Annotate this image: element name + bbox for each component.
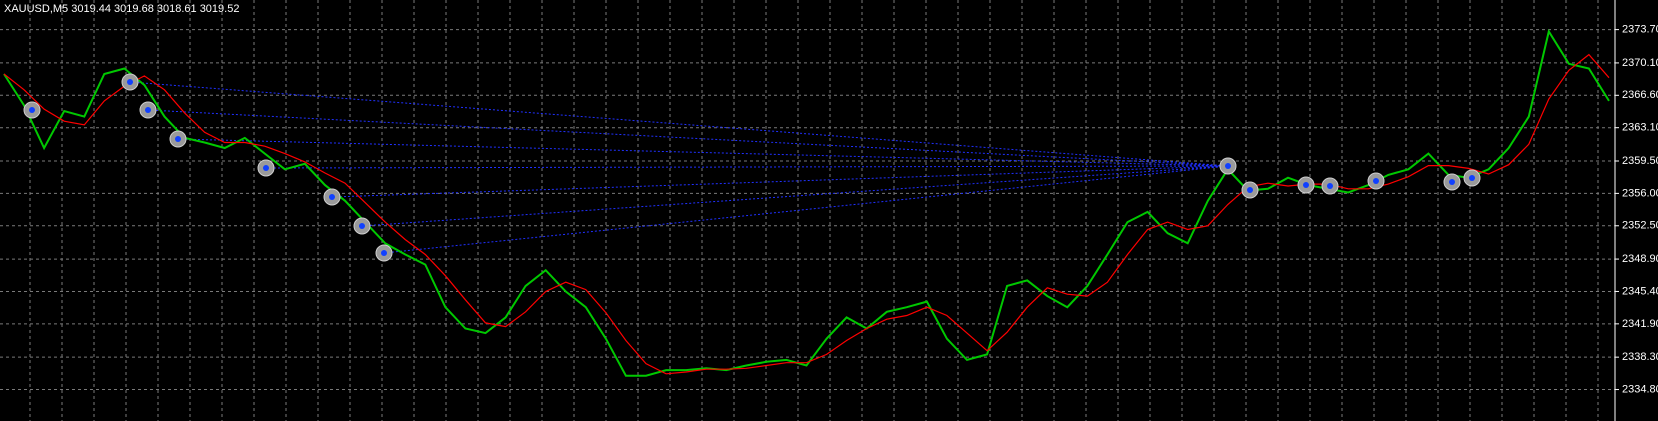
order-marker-dot [1303,182,1309,188]
chart-title: XAUUSD,M5 3019.44 3019.68 3018.61 3019.5… [4,3,239,15]
trade-line [383,165,1229,254]
y-tick-label: 2338.30 [1622,351,1658,363]
y-tick-label: 2341.90 [1622,318,1658,330]
y-tick-label: 2345.40 [1622,285,1658,297]
y-tick-label: 2352.50 [1622,220,1658,232]
y-tick-label: 2359.50 [1622,155,1658,167]
y-tick-label: 2366.60 [1622,89,1658,101]
order-marker-dot [1247,187,1253,193]
trade-line [265,165,1229,169]
y-tick-label: 2334.80 [1622,383,1658,395]
order-marker-dot [329,194,335,200]
order-marker-dot [175,136,181,142]
trade-line [147,109,1229,167]
order-marker-dot [1225,163,1231,169]
order-marker-dot [145,107,151,113]
order-marker-dot [359,223,365,229]
trade-line [129,81,1229,167]
order-marker-dot [1327,183,1333,189]
trade-line [177,138,1229,167]
trade-line [361,165,1229,227]
order-marker-dot [1449,179,1455,185]
price-line [3,28,1610,377]
order-marker-dot [263,165,269,171]
moving-average-line [3,53,1610,375]
order-marker-dot [381,250,387,256]
order-marker-dot [1469,175,1475,181]
trade-line [331,165,1229,198]
y-tick-label: 2373.70 [1622,24,1658,36]
y-tick-label: 2363.10 [1622,122,1658,134]
order-marker-dot [29,107,35,113]
y-tick-label: 2356.00 [1622,187,1658,199]
order-marker-dot [127,79,133,85]
y-tick-label: 2370.10 [1622,57,1658,69]
y-tick-label: 2348.90 [1622,253,1658,265]
order-marker-dot [1373,178,1379,184]
